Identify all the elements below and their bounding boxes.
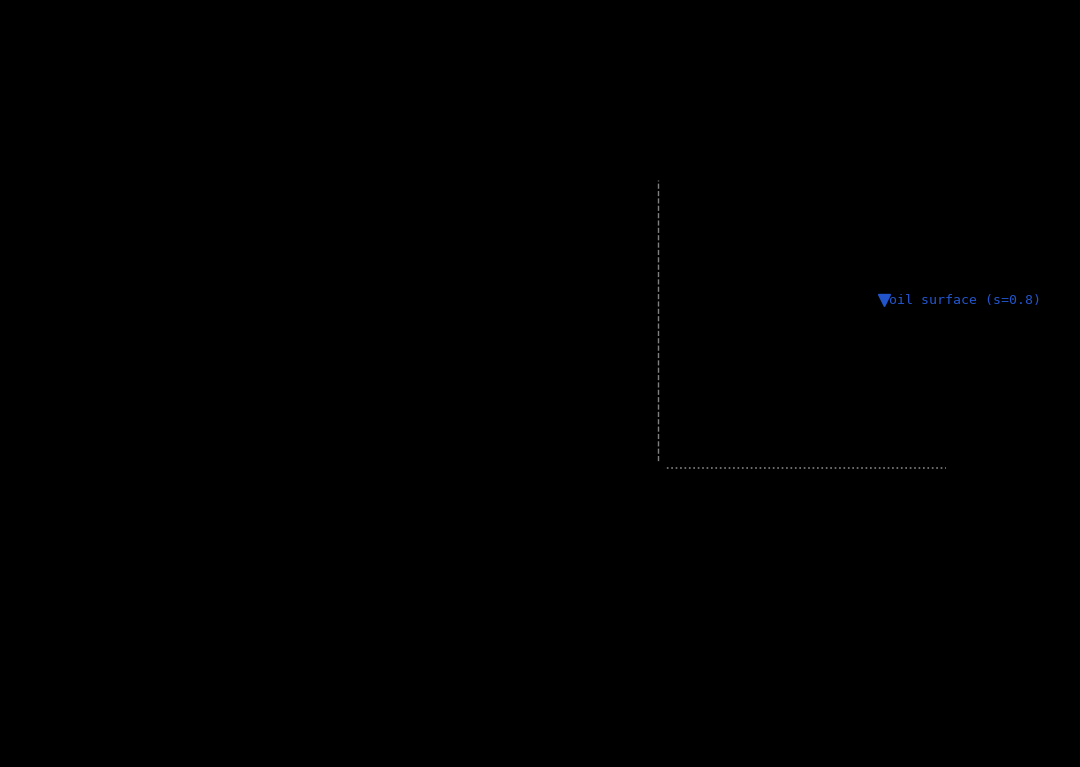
Text: Determine the following:: Determine the following: [68,229,338,247]
Text: oil surface (s=0.8): oil surface (s=0.8) [889,294,1041,307]
Text: B: B [635,166,647,184]
Text: is shown. The bottom of the gate is submerged: is shown. The bottom of the gate is subm… [68,144,575,163]
Text: acting on the gate.: acting on the gate. [68,367,315,385]
Text: a. Horizontal    component    (indicate    the: a. Horizontal component (indicate the [68,282,585,301]
Text: b. Vertical     component    (indicate    the: b. Vertical component (indicate the [68,416,575,435]
Text: at  a  depth  of  2.8  m  and  is  5  m  wide.: at a depth of 2.8 m and is 5 m wide. [68,186,585,205]
Text: O: O [630,476,644,495]
Text: P: P [948,476,959,495]
Text: acting on the gate.: acting on the gate. [68,501,315,519]
Point [649,462,666,474]
Text: A quarter circular gate BP with radius of 3 m: A quarter circular gate BP with radius o… [68,102,575,120]
Text: direction) of the total hydrostatic force: direction) of the total hydrostatic forc… [68,324,563,343]
Text: direction) of the total hydrostatic force: direction) of the total hydrostatic forc… [68,459,563,477]
